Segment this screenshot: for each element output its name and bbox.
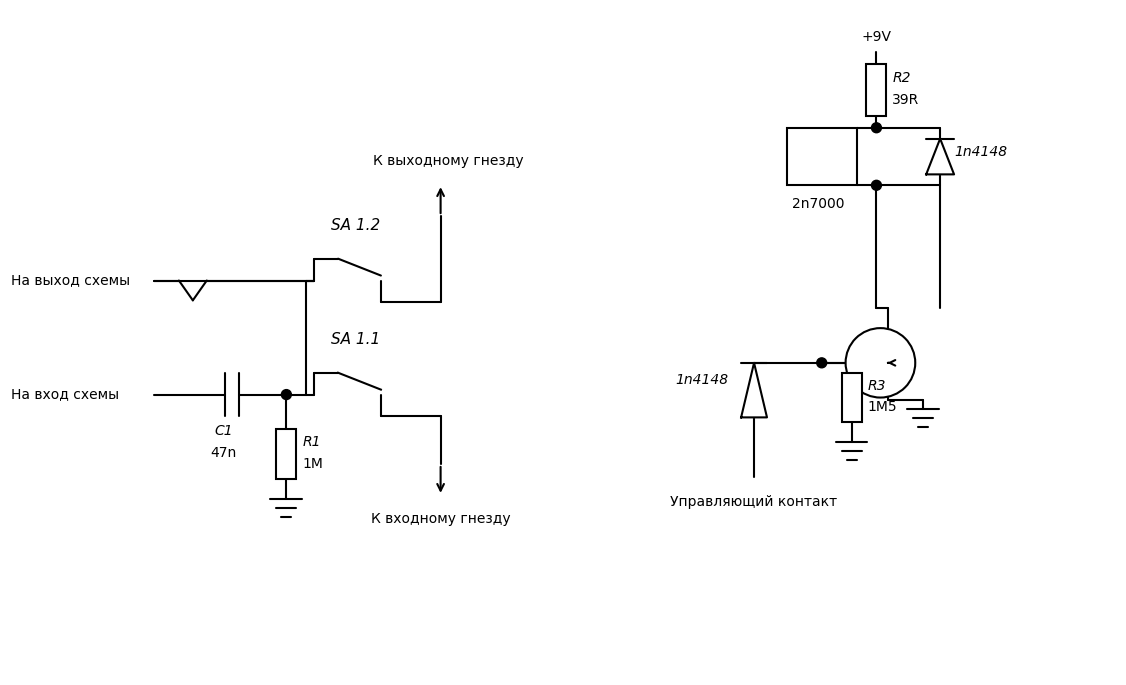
Text: К входному гнезду: К входному гнезду [370, 512, 510, 525]
Text: C1: C1 [214, 424, 233, 438]
Text: R2: R2 [893, 71, 911, 85]
Text: R3: R3 [867, 379, 886, 393]
Text: 47n: 47n [211, 446, 236, 460]
Text: 2n7000: 2n7000 [792, 197, 844, 211]
Circle shape [846, 328, 915, 397]
Text: К выходному гнезду: К выходному гнезду [373, 154, 524, 169]
Text: Управляющий контакт: Управляющий контакт [670, 495, 838, 509]
Text: +9V: +9V [861, 30, 892, 45]
Text: 1M: 1M [302, 457, 323, 471]
Bar [276, 429, 296, 479]
Circle shape [872, 123, 882, 133]
Circle shape [872, 180, 882, 190]
Text: 1n4148: 1n4148 [954, 145, 1007, 158]
Text: R1: R1 [302, 435, 321, 449]
Bar [867, 64, 886, 116]
Polygon shape [927, 138, 954, 175]
Text: SA 1.2: SA 1.2 [331, 218, 381, 233]
Text: На выход схемы: На выход схемы [11, 273, 129, 288]
Text: На вход схемы: На вход схемы [11, 388, 119, 401]
Text: 1n4148: 1n4148 [676, 373, 729, 387]
Text: SA 1.1: SA 1.1 [331, 332, 381, 347]
Text: 39R: 39R [893, 93, 920, 107]
Polygon shape [741, 363, 767, 417]
Bar [787, 128, 857, 185]
Text: 1M5: 1M5 [867, 401, 897, 414]
Circle shape [282, 390, 292, 399]
Bar [841, 373, 861, 423]
Circle shape [816, 358, 826, 368]
